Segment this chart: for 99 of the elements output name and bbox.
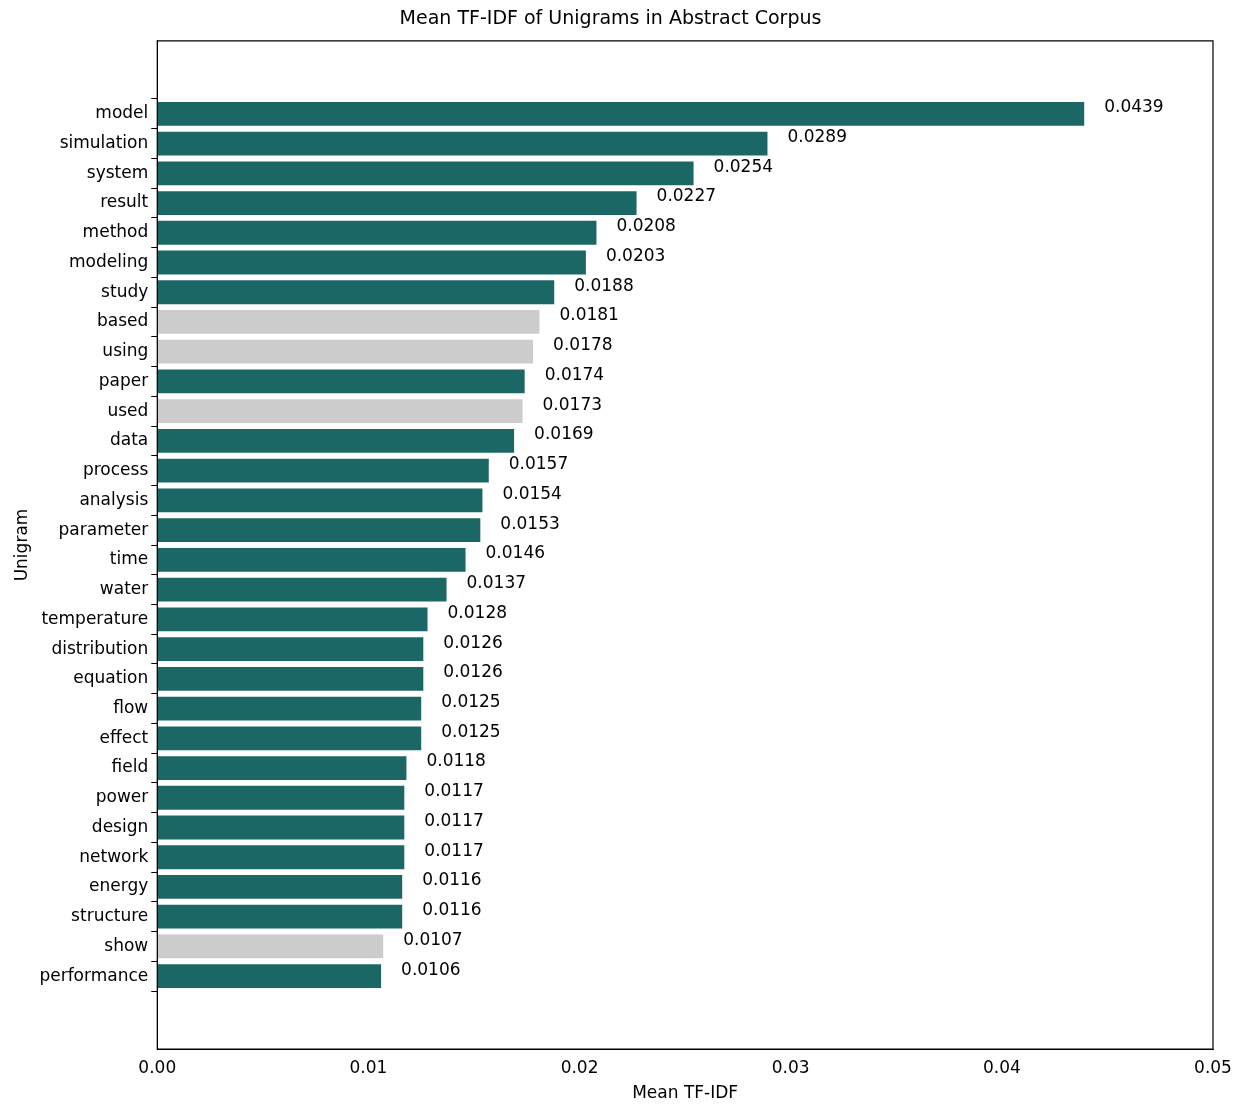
y-tick-label: design [91,815,149,836]
data-label: 0.0107 [403,928,463,949]
data-label: 0.0157 [508,453,569,474]
bar [157,458,489,483]
data-label: 0.0117 [424,780,484,801]
chart-title: Mean TF-IDF of Unigrams in Abstract Corpus [399,6,822,29]
y-tick-label: result [100,191,149,212]
y-tick-label: field [111,756,149,777]
data-label: 0.0126 [443,631,503,652]
data-label: 0.0439 [1104,96,1164,117]
x-tick-label: 0.05 [1194,1056,1232,1077]
y-tick-label: data [109,429,149,450]
y-tick-label: simulation [59,131,149,152]
bar [157,101,1085,126]
data-label: 0.0117 [424,809,484,830]
y-tick-label: effect [99,726,149,747]
y-tick-label: study [101,280,149,301]
data-label: 0.0208 [616,215,676,236]
bar [157,637,424,661]
x-tick-label: 0.03 [771,1056,810,1077]
data-label: 0.0118 [426,750,486,771]
bar [157,547,466,572]
bar [157,964,382,989]
y-tick-label: paper [98,369,149,390]
x-tick-label: 0.00 [138,1056,177,1077]
data-label: 0.0106 [401,958,461,979]
bar [157,845,405,870]
y-tick-label: based [96,310,149,331]
bar [157,131,768,156]
bar [157,429,515,453]
bar [157,280,555,305]
y-tick-label: analysis [79,488,149,509]
y-tick-label: used [107,399,149,420]
y-tick-label: modeling [69,250,149,271]
x-tick-label: 0.04 [982,1056,1021,1077]
data-label: 0.0126 [443,661,503,682]
bar [157,161,694,186]
y-tick-label: show [104,934,149,955]
data-label: 0.0181 [559,304,619,325]
bar [157,785,405,810]
data-label: 0.0289 [787,125,847,146]
bar [157,577,447,602]
data-label: 0.0116 [422,869,482,890]
data-label: 0.0169 [534,423,594,444]
data-label: 0.0178 [553,334,613,355]
data-label: 0.0117 [424,839,484,860]
data-label: 0.0116 [422,899,482,920]
bar [157,220,597,245]
y-tick-label: power [95,786,149,807]
x-tick-label: 0.02 [560,1056,599,1077]
y-tick-label: performance [39,964,149,985]
bar [157,518,481,543]
data-label: 0.0154 [502,482,562,503]
y-tick-label: time [109,548,149,569]
y-tick-label: energy [89,875,149,896]
y-tick-label: method [82,221,149,242]
data-label: 0.0227 [656,185,717,206]
bar [157,191,637,215]
x-axis-title: Mean TF-IDF [632,1082,739,1103]
bar [157,339,534,364]
bar [157,904,403,929]
data-label: 0.0128 [447,601,508,622]
data-label: 0.0203 [605,244,666,265]
y-axis-title: Unigram [10,508,31,582]
x-tick-label: 0.01 [349,1056,388,1077]
bar [157,934,384,959]
bar [157,875,403,899]
bar [157,756,407,780]
bar [157,815,405,840]
bar [157,666,424,691]
data-label: 0.0125 [441,690,501,711]
data-label: 0.0173 [542,393,603,414]
data-label: 0.0146 [485,542,546,563]
bar [157,250,586,275]
bar [157,488,483,513]
y-tick-label: parameter [58,518,149,539]
bar [157,696,422,721]
data-label: 0.0174 [544,363,605,384]
y-tick-label: model [95,102,149,123]
data-label: 0.0188 [574,274,634,295]
y-tick-label: process [82,459,149,480]
y-tick-label: temperature [41,607,149,628]
data-label: 0.0125 [441,720,501,741]
y-tick-label: equation [73,667,149,688]
y-tick-label: distribution [51,637,149,658]
data-label: 0.0137 [466,572,527,593]
bar [157,310,540,334]
data-label: 0.0254 [713,155,774,176]
bar [157,607,428,632]
data-label: 0.0153 [500,512,560,533]
bar [157,726,422,751]
y-tick-label: system [86,161,149,182]
bar [157,399,523,424]
y-tick-label: network [79,845,149,866]
bar [157,369,525,394]
y-tick-label: using [102,340,149,361]
y-tick-label: water [99,578,149,599]
y-tick-label: structure [71,905,149,926]
y-tick-label: flow [113,696,149,717]
